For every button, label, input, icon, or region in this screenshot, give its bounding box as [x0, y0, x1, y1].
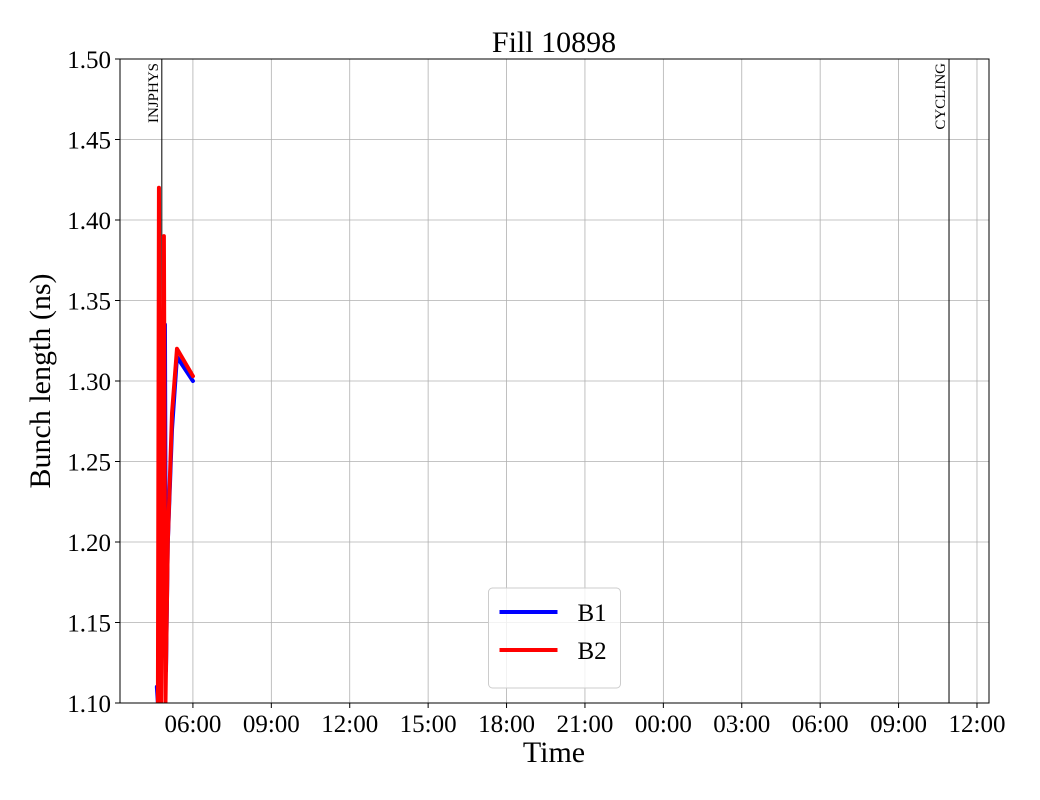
x-axis-label: Time: [523, 736, 585, 769]
legend-label: B2: [578, 638, 607, 665]
y-tick-label: 1.40: [67, 208, 111, 235]
y-tick-label: 1.25: [67, 450, 111, 477]
y-tick-label: 1.35: [67, 289, 111, 316]
x-tick-label: 12:00: [321, 711, 378, 738]
data-line: [155, 185, 195, 703]
annotation-text: INJPHYS: [146, 63, 162, 123]
legend-label: B1: [578, 600, 607, 627]
x-tick-label: 21:00: [556, 711, 613, 738]
y-tick-label: 1.30: [67, 369, 111, 396]
y-tick-label: 1.20: [67, 530, 111, 557]
x-tick-label: 06:00: [792, 711, 849, 738]
y-tick-label: 1.50: [67, 47, 111, 74]
chart-title: Fill 10898: [492, 26, 616, 59]
x-tick-label: 03:00: [713, 711, 770, 738]
x-tick-label: 15:00: [400, 711, 457, 738]
x-tick-label: 00:00: [635, 711, 692, 738]
x-tick-label: 09:00: [870, 711, 927, 738]
x-tick-label: 09:00: [243, 711, 300, 738]
plot-area: [154, 185, 195, 703]
plot-frame: [119, 58, 990, 704]
y-tick-label: 1.10: [67, 691, 111, 718]
x-tick-label: 18:00: [478, 711, 535, 738]
y-tick-label: 1.45: [67, 128, 111, 155]
x-tick-label: 06:00: [164, 711, 221, 738]
y-axis-label: Bunch length (ns): [24, 274, 57, 489]
annotation-text: CYCLING: [933, 63, 949, 130]
x-tick-label: 12:00: [949, 711, 1006, 738]
y-tick-label: 1.15: [67, 611, 111, 638]
